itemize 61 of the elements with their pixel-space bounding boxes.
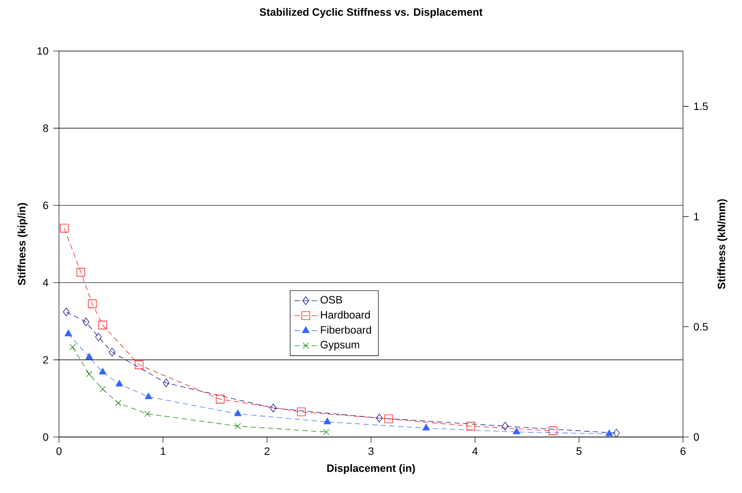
point [69, 344, 76, 350]
point [512, 428, 520, 434]
legend-label: Fiberboard [320, 326, 371, 334]
x-axis-title: Displacement (in) [327, 464, 415, 474]
y-tick-label: 10 [38, 47, 48, 55]
legend-label: Hardboard [320, 310, 370, 319]
point [234, 410, 242, 416]
y2-axis-title: Stiffness (kN/mm) [717, 199, 728, 290]
point [134, 360, 144, 370]
y-tick-label: 0 [43, 433, 48, 441]
x-tick-label: 5 [576, 447, 582, 455]
x-tick-label: 6 [680, 447, 686, 455]
y2-tick-label: 1 [694, 212, 699, 220]
point [234, 423, 241, 430]
point [605, 430, 613, 436]
legend-label: OSB [320, 296, 342, 304]
point [98, 320, 107, 330]
point [85, 352, 93, 360]
x-tick-label: 0 [56, 447, 62, 455]
chart-title: Stabilized Cyclic Stiffness vs. Displacement [260, 8, 483, 18]
point [548, 426, 558, 436]
point [297, 408, 306, 416]
point [466, 422, 476, 430]
point [422, 424, 430, 430]
point [63, 308, 70, 316]
y-tick-label: 2 [43, 356, 48, 364]
point [216, 394, 224, 404]
point [108, 348, 116, 356]
legend-label: Gypsum [320, 340, 360, 351]
point [376, 414, 383, 422]
point [95, 332, 102, 342]
point [76, 268, 86, 276]
point [613, 428, 620, 438]
point [115, 400, 122, 406]
x-tick-label: 1 [160, 447, 166, 455]
point [86, 370, 92, 378]
y-tick-label: 8 [43, 124, 48, 132]
point [98, 368, 106, 374]
point [144, 392, 152, 400]
y2-tick-label: 1.5 [694, 102, 708, 110]
x-tick-label: 3 [368, 447, 374, 455]
point [64, 330, 72, 336]
y-axis-title: Stiffness (kip/in) [18, 203, 28, 286]
point [116, 380, 124, 386]
y-tick-label: 4 [42, 278, 48, 286]
point [270, 404, 277, 412]
y-tick-label: 6 [43, 202, 48, 210]
y2-tick-label: 0.5 [694, 323, 708, 331]
point [88, 300, 97, 308]
x-tick-label: 2 [264, 447, 270, 455]
y2-tick-label: 0 [694, 433, 699, 441]
point [502, 422, 508, 430]
point [162, 378, 170, 388]
point [384, 414, 393, 424]
x-tick-label: 4 [472, 447, 478, 455]
point [324, 418, 332, 424]
point [100, 386, 106, 392]
point [144, 410, 150, 417]
point [82, 318, 90, 326]
point [60, 224, 68, 232]
point [323, 428, 330, 436]
